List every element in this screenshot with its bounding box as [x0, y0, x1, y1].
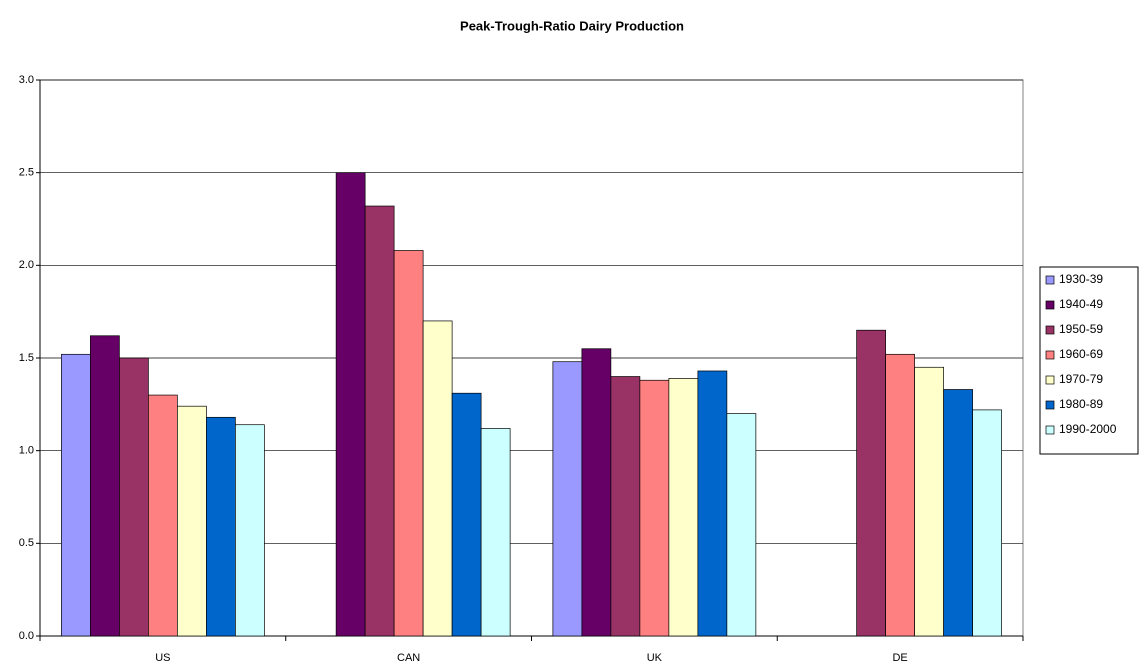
legend-swatch: [1045, 375, 1055, 385]
legend-swatch: [1045, 325, 1055, 335]
y-tick-label: 2.0: [19, 259, 34, 271]
bar: [552, 361, 583, 637]
bar: [943, 389, 973, 637]
legend-swatch: [1045, 300, 1055, 310]
bar: [364, 205, 395, 637]
chart-title: Peak-Trough-Ratio Dairy Production: [460, 18, 684, 33]
bar: [480, 428, 511, 637]
legend-label: 1960-69: [1059, 347, 1103, 361]
bar: [422, 320, 453, 637]
bar: [206, 416, 236, 637]
bar: [856, 329, 886, 637]
x-tick-label: DE: [892, 652, 907, 664]
bar: [668, 378, 699, 637]
bar: [451, 392, 482, 637]
x-tick-label: US: [155, 652, 170, 664]
legend-label: 1940-49: [1059, 297, 1103, 311]
bar: [639, 379, 670, 637]
x-tick-label: UK: [647, 652, 663, 664]
bar: [235, 424, 265, 637]
bar: [581, 348, 612, 637]
legend-swatch: [1045, 275, 1055, 285]
bar: [885, 353, 915, 637]
bar: [148, 394, 178, 637]
y-tick-label: 3.0: [19, 74, 34, 86]
bar: [393, 250, 424, 637]
y-tick-label: 0.0: [19, 630, 34, 642]
bar: [914, 366, 944, 637]
bar: [119, 357, 149, 637]
bar: [335, 172, 366, 637]
y-tick-label: 1.0: [19, 445, 34, 457]
legend-label: 1930-39: [1059, 272, 1103, 286]
y-tick-label: 1.5: [19, 352, 34, 364]
bar: [177, 405, 207, 637]
legend-label: 1950-59: [1059, 322, 1103, 336]
x-tick-label: CAN: [397, 652, 420, 664]
legend-box: [1039, 266, 1139, 455]
bar: [90, 335, 120, 637]
legend-label: 1970-79: [1059, 372, 1103, 386]
legend-label: 1990-2000: [1059, 422, 1117, 436]
bar: [697, 370, 728, 637]
bar: [61, 353, 91, 637]
legend-swatch: [1045, 350, 1055, 360]
bar: [610, 376, 641, 637]
legend-swatch: [1045, 425, 1055, 435]
legend-label: 1980-89: [1059, 397, 1103, 411]
bar: [726, 413, 757, 637]
y-tick-label: 2.5: [19, 167, 34, 179]
y-tick-label: 0.5: [19, 537, 34, 549]
legend-swatch: [1045, 400, 1055, 410]
bar: [972, 409, 1002, 637]
